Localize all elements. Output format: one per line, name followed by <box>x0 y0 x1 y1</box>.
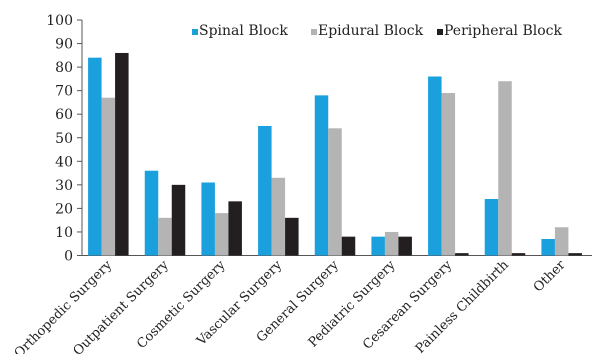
bar-spinal-block <box>258 125 272 256</box>
bar-spinal-block <box>201 182 215 256</box>
bar-epidural-block <box>328 128 342 256</box>
y-tick-label: 100 <box>46 13 73 29</box>
y-tick-label: 20 <box>55 201 73 217</box>
bar-epidural-block <box>384 231 399 256</box>
legend-label: Epidural Block <box>318 23 424 39</box>
bar-epidural-block <box>271 177 286 256</box>
bar-epidural-block <box>101 97 116 256</box>
y-tick-label: 10 <box>55 225 73 241</box>
bar-peripheral-block <box>341 236 356 256</box>
bar-spinal-block <box>541 239 555 256</box>
bar-peripheral-block <box>171 184 186 256</box>
bar-peripheral-block <box>228 201 242 256</box>
y-tick-label: 60 <box>55 107 73 123</box>
legend-item: Epidural Block <box>311 23 424 39</box>
bar-peripheral-block <box>285 217 299 256</box>
legend-swatch <box>192 29 198 35</box>
y-tick-label: 40 <box>55 154 73 170</box>
y-tick-label: 0 <box>64 249 73 265</box>
bar-epidural-block <box>214 213 229 256</box>
bar-epidural-block <box>554 227 569 256</box>
legend: Spinal Block Epidural Block Peripheral Blo… <box>192 23 563 39</box>
bar-peripheral-block <box>511 253 526 256</box>
y-tick-label: 50 <box>55 131 73 147</box>
legend-item: Peripheral Block <box>437 23 563 39</box>
y-axis: 0 10 20 30 40 50 60 70 80 90 100 <box>46 13 83 265</box>
legend-swatch <box>311 29 317 35</box>
x-category-label: Other <box>531 257 569 295</box>
bar-peripheral-block <box>115 52 129 256</box>
bar-spinal-block <box>314 95 329 256</box>
bar-epidural-block <box>441 93 456 256</box>
bar-spinal-block <box>484 198 499 256</box>
legend-item: Spinal Block <box>192 23 288 39</box>
bar-spinal-block <box>428 76 442 256</box>
y-tick-label: 70 <box>55 84 73 100</box>
x-category-label: Painless Childbirth <box>413 257 512 354</box>
bar-peripheral-block <box>455 253 469 256</box>
bar-epidural-block <box>158 217 172 256</box>
bar-peripheral-block <box>398 236 412 256</box>
y-tick-label: 90 <box>55 37 73 53</box>
bar-epidural-block <box>498 81 512 256</box>
bars <box>88 52 582 256</box>
y-tick-label: 80 <box>55 60 73 76</box>
legend-label: Peripheral Block <box>444 23 563 39</box>
y-tick-label: 30 <box>55 178 73 194</box>
bar-spinal-block <box>144 170 159 256</box>
bar-peripheral-block <box>568 253 582 256</box>
legend-swatch <box>437 29 443 35</box>
bar-spinal-block <box>88 57 102 256</box>
legend-label: Spinal Block <box>199 23 288 39</box>
bar-spinal-block <box>371 236 385 256</box>
